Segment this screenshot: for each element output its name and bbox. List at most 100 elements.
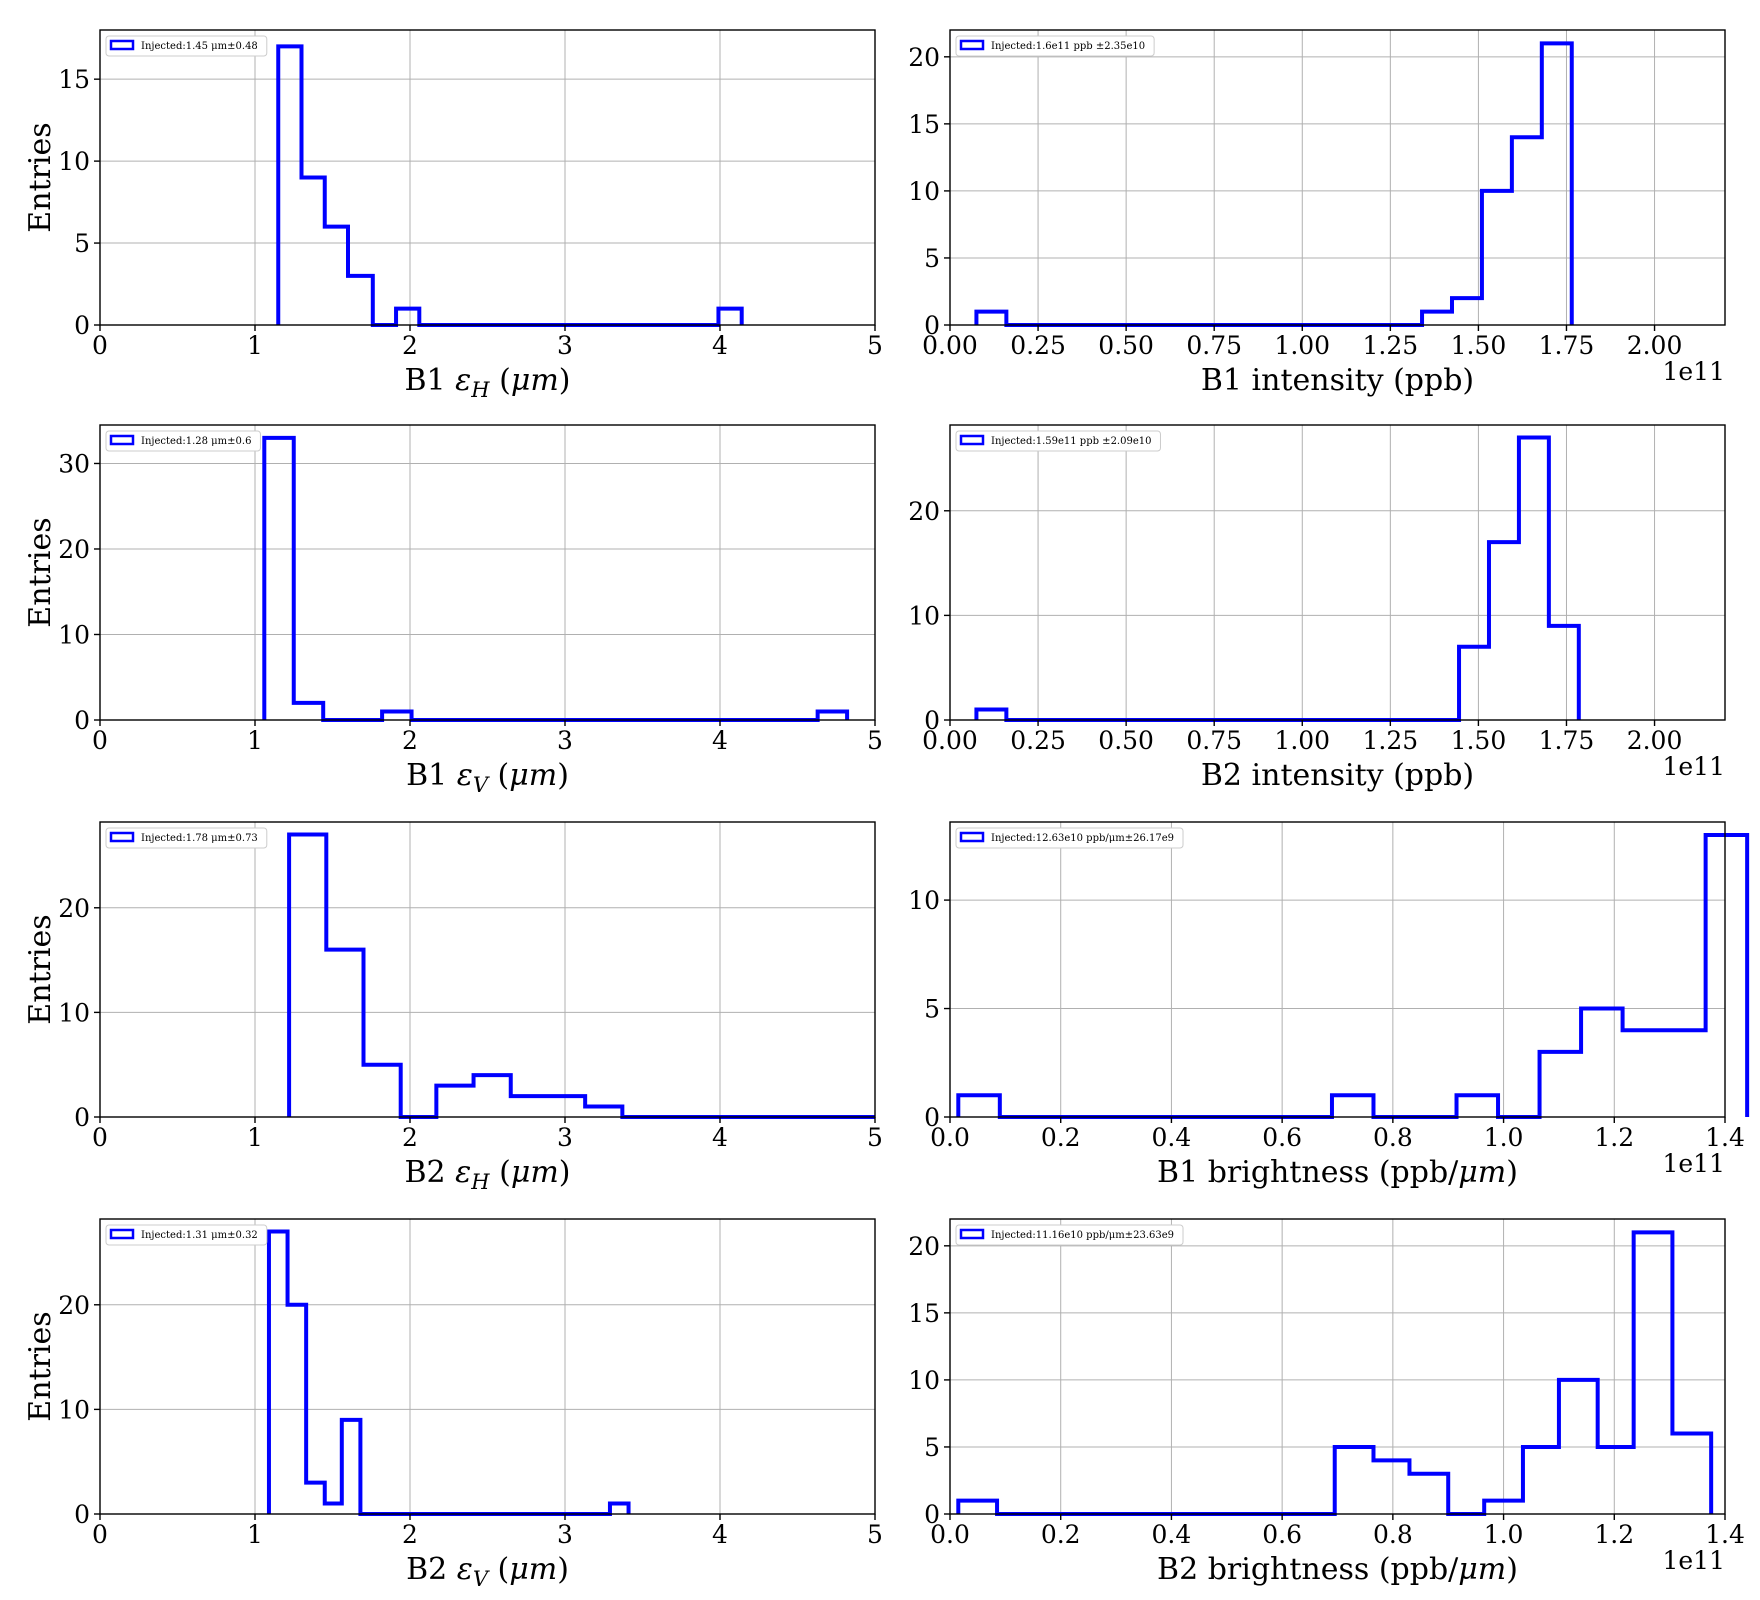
plot-frame xyxy=(99,1218,876,1515)
y-axis-label: Entries xyxy=(23,517,58,627)
histogram-bin xyxy=(1559,1380,1598,1514)
histogram-bin xyxy=(288,1305,307,1514)
legend: Injected:1.59e11 ppb ±2.09e10 xyxy=(955,430,1161,452)
x-tick-label: 0 xyxy=(92,1123,108,1152)
x-tick-label: 4 xyxy=(712,1520,728,1549)
legend-label: Injected:1.78 μm±0.73 xyxy=(141,833,258,844)
x-tick-label: 4 xyxy=(712,1123,728,1152)
y-tick-label: 5 xyxy=(924,995,940,1024)
x-tick-label: 1.00 xyxy=(1274,331,1330,360)
histogram-bin xyxy=(278,46,301,325)
plot-frame xyxy=(949,1218,1726,1515)
x-tick-label: 0.4 xyxy=(1152,1520,1192,1549)
x-axis-label: B1 brightness (ppb/μm) xyxy=(1157,1155,1518,1190)
x-axis-label: B2 intensity (ppb) xyxy=(1201,758,1474,793)
x-tick-label: 0.0 xyxy=(930,1520,970,1549)
y-tick-label: 20 xyxy=(58,894,90,923)
x-tick-label: 0.2 xyxy=(1041,1123,1081,1152)
x-tick-label: 2 xyxy=(402,1520,418,1549)
x-axis-label: B2 εV (μm) xyxy=(406,1552,569,1591)
x-tick-label: 2 xyxy=(402,331,418,360)
y-tick-label: 10 xyxy=(58,147,90,176)
legend-swatch xyxy=(959,1228,985,1240)
legend-label: Injected:1.31 μm±0.32 xyxy=(141,1230,258,1241)
x-tick-label: 0 xyxy=(92,1520,108,1549)
histogram-bin xyxy=(548,1096,585,1117)
legend-swatch xyxy=(959,831,985,843)
x-tick-label: 2.00 xyxy=(1627,331,1683,360)
histogram-bin xyxy=(958,1095,1000,1117)
x-tick-label: 0.00 xyxy=(922,331,978,360)
x-axis-label: B1 intensity (ppb) xyxy=(1201,363,1474,398)
y-tick-label: 20 xyxy=(908,43,940,72)
histogram-bin xyxy=(289,835,326,1117)
y-tick-label: 0 xyxy=(74,1500,90,1529)
histogram-bin xyxy=(325,227,348,325)
x-tick-label: 1.4 xyxy=(1705,1520,1745,1549)
legend-box xyxy=(105,35,268,57)
y-tick-label: 10 xyxy=(908,601,940,630)
y-tick-label: 0 xyxy=(924,1500,940,1529)
y-tick-label: 10 xyxy=(58,1395,90,1424)
x-axis-label: B1 εV (μm) xyxy=(406,758,569,797)
x-tick-label: 0.50 xyxy=(1098,331,1154,360)
histogram-bin xyxy=(1581,1009,1623,1117)
y-tick-label: 10 xyxy=(58,998,90,1027)
x-axis-label: B2 brightness (ppb/μm) xyxy=(1157,1552,1518,1587)
histogram-bin xyxy=(958,1501,997,1514)
legend-label: Injected:1.28 μm±0.6 xyxy=(141,436,251,447)
histogram-bin xyxy=(436,1086,473,1117)
y-tick-label: 10 xyxy=(908,1366,940,1395)
histogram-outline xyxy=(276,44,744,327)
x-tick-label: 1.75 xyxy=(1539,331,1595,360)
y-tick-label: 20 xyxy=(58,535,90,564)
x-axis-label: B1 εH (μm) xyxy=(404,363,570,402)
histogram-bin xyxy=(348,276,373,325)
histogram-bin xyxy=(474,1075,511,1117)
histogram-panel-4: 0.00 0.25 0.50 0.75 1.00 1.25 1.50 1.75 2.00 0 10 2… xyxy=(908,424,1726,793)
histogram-bin xyxy=(364,1065,401,1117)
axis-offset-label: 1e11 xyxy=(1662,752,1725,781)
plot-frame xyxy=(99,821,876,1118)
histogram-bin xyxy=(1519,438,1549,720)
y-tick-label: 15 xyxy=(58,65,90,94)
y-tick-label: 0 xyxy=(924,1103,940,1132)
y-tick-label: 0 xyxy=(74,1103,90,1132)
x-tick-label: 3 xyxy=(557,331,573,360)
histogram-panel-5: 0 1 2 3 4 5 0 10 20 B2 εH (μm) Entries Injected:1.7… xyxy=(23,821,883,1194)
histogram-outline xyxy=(974,435,1581,722)
x-tick-label: 3 xyxy=(557,726,573,755)
x-tick-label: 0.4 xyxy=(1152,1123,1192,1152)
y-tick-label: 0 xyxy=(924,706,940,735)
x-tick-label: 0.50 xyxy=(1098,726,1154,755)
x-tick-label: 0.0 xyxy=(930,1123,970,1152)
histogram-bin xyxy=(1409,1474,1448,1514)
histogram-bin xyxy=(1512,137,1542,325)
histogram-bin xyxy=(294,703,323,720)
legend-box xyxy=(955,1224,1184,1246)
histogram-outline xyxy=(262,435,850,722)
plot-frame xyxy=(949,29,1726,326)
histogram-panel-8: 0.0 0.2 0.4 0.6 0.8 1.0 1.2 1.4 0 5 10 15 20 B2 brigh… xyxy=(908,1218,1745,1587)
histogram-outline xyxy=(974,41,1574,327)
y-axis-label: Entries xyxy=(23,122,58,232)
histogram-bin xyxy=(1484,1501,1523,1514)
x-tick-label: 0.75 xyxy=(1186,331,1242,360)
histogram-bin xyxy=(396,309,419,325)
y-tick-label: 10 xyxy=(58,620,90,649)
x-tick-label: 5 xyxy=(867,1123,883,1152)
histogram-panel-6: 0.0 0.2 0.4 0.6 0.8 1.0 1.2 1.4 0 5 10 B1 brightnes… xyxy=(908,821,1750,1190)
legend-swatch xyxy=(109,831,135,843)
legend-box xyxy=(955,430,1161,452)
histogram-bin xyxy=(1457,1095,1499,1117)
x-tick-label: 4 xyxy=(712,726,728,755)
legend: Injected:1.45 μm±0.48 xyxy=(105,35,268,57)
y-tick-label: 20 xyxy=(908,1232,940,1261)
legend-box xyxy=(955,35,1155,57)
x-tick-label: 5 xyxy=(867,726,883,755)
y-tick-label: 10 xyxy=(908,177,940,206)
x-tick-label: 0.8 xyxy=(1373,1520,1413,1549)
y-tick-label: 20 xyxy=(58,1291,90,1320)
histogram-bin xyxy=(818,711,847,720)
